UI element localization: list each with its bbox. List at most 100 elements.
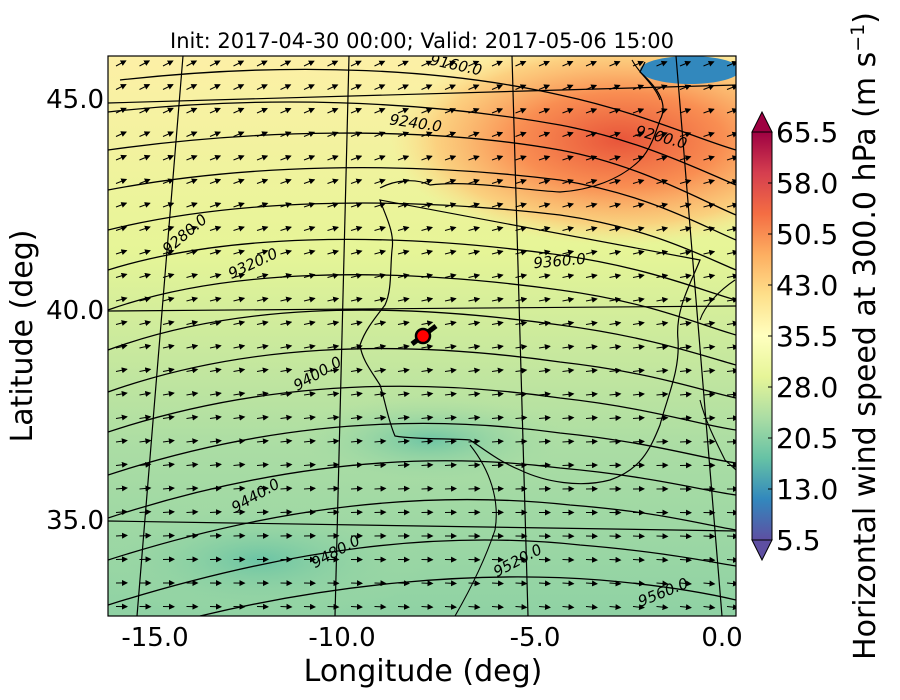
wind-arrow	[115, 154, 128, 161]
wind-arrow	[679, 367, 692, 374]
wind-arrow	[139, 438, 152, 445]
contour-line	[108, 101, 736, 186]
wind-arrow	[679, 391, 692, 398]
wind-arrow	[115, 84, 127, 90]
wind-arrow	[444, 296, 457, 303]
wind-arrow	[679, 178, 692, 185]
wind-arrow	[538, 367, 551, 374]
wind-arrow	[491, 438, 504, 445]
wind-arrow	[538, 320, 551, 327]
wind-arrow	[444, 344, 457, 350]
colorbar-tick-label: 43.0	[776, 269, 838, 302]
wind-arrow	[726, 556, 736, 563]
wind-arrow	[327, 296, 340, 303]
wind-arrow	[186, 131, 198, 137]
wind-arrow	[468, 225, 481, 232]
wind-arrow	[139, 84, 151, 90]
wind-arrow	[350, 131, 363, 138]
wind-arrow	[656, 108, 668, 114]
wind-arrow	[656, 202, 669, 209]
wind-arrow	[186, 272, 199, 279]
wind-arrow	[421, 367, 434, 374]
weak-wind-region	[290, 395, 570, 485]
wind-arrow	[280, 225, 292, 232]
wind-arrow	[256, 320, 269, 327]
wind-arrow	[139, 509, 152, 516]
wind-arrow	[679, 108, 692, 114]
wind-arrow	[374, 343, 387, 350]
wind-arrow	[256, 343, 269, 350]
wind-arrow	[609, 415, 622, 422]
low-wind-patch	[640, 56, 736, 84]
wind-arrow	[233, 461, 246, 468]
colorbar-tick-label: 50.5	[776, 218, 838, 251]
wind-arrow	[162, 84, 174, 90]
wind-arrow	[397, 391, 410, 398]
wind-arrow	[538, 296, 551, 303]
wind-arrow	[656, 580, 669, 587]
wind-arrow	[115, 509, 128, 516]
wind-arrow	[421, 320, 434, 327]
wind-arrow	[256, 438, 269, 445]
wind-arrow	[421, 438, 434, 445]
wind-arrow	[139, 461, 152, 468]
wind-arrow	[209, 84, 221, 90]
wind-arrow	[115, 249, 128, 255]
wind-arrow	[397, 107, 410, 114]
wind-arrow	[444, 580, 457, 587]
wind-arrow	[162, 154, 175, 161]
wind-arrow	[115, 60, 127, 67]
wind-arrow	[444, 391, 457, 398]
wind-arrow	[139, 249, 151, 256]
meridian-line	[511, 56, 529, 616]
wind-arrow	[491, 107, 504, 114]
wind-arrow	[632, 84, 645, 91]
wind-arrow	[562, 391, 575, 398]
wind-arrow	[632, 249, 645, 256]
wind-arrow	[656, 344, 669, 351]
wind-arrow	[233, 485, 246, 492]
wind-arrow	[679, 273, 692, 280]
wind-arrow	[327, 202, 339, 208]
wind-arrow	[397, 273, 410, 279]
wind-arrow	[421, 296, 434, 303]
wind-arrow	[233, 296, 246, 303]
wind-arrow	[703, 202, 716, 209]
wind-arrow	[538, 273, 551, 280]
wind-arrow	[209, 225, 222, 232]
wind-arrow	[444, 84, 456, 90]
wind-arrow	[468, 320, 481, 327]
wind-arrow	[656, 226, 669, 232]
wind-arrow	[115, 225, 128, 232]
wind-arrow	[421, 131, 433, 138]
wind-arrow	[491, 225, 504, 232]
wind-arrow	[703, 367, 716, 374]
wind-arrow	[374, 273, 387, 279]
wind-arrow	[562, 604, 575, 611]
wind-arrow	[186, 367, 199, 374]
wind-arrow	[656, 391, 669, 398]
wind-arrow	[679, 344, 692, 351]
wind-arrow	[609, 296, 622, 303]
wind-arrow	[115, 367, 128, 374]
wind-arrow	[186, 225, 198, 232]
wind-arrow	[609, 84, 621, 91]
wind-arrow	[374, 155, 386, 161]
wind-arrow	[280, 155, 292, 161]
wind-arrow	[515, 462, 528, 469]
wind-arrow	[632, 178, 645, 185]
wind-arrow	[327, 273, 340, 279]
wind-arrow	[374, 438, 387, 445]
wind-arrow	[562, 273, 575, 280]
contour-line	[108, 274, 736, 336]
wind-arrow	[585, 391, 598, 398]
wind-arrow	[491, 131, 504, 138]
wind-arrow	[726, 391, 736, 398]
wind-arrow	[115, 178, 128, 185]
wind-arrow	[115, 296, 128, 303]
wind-arrow	[280, 485, 293, 492]
wind-arrow	[421, 107, 433, 114]
wind-arrow	[562, 414, 575, 421]
colorbar-ticks: 65.5 58.0 50.5 43.0 35.5 28.0 20.5 13.0 5.5	[768, 116, 838, 557]
